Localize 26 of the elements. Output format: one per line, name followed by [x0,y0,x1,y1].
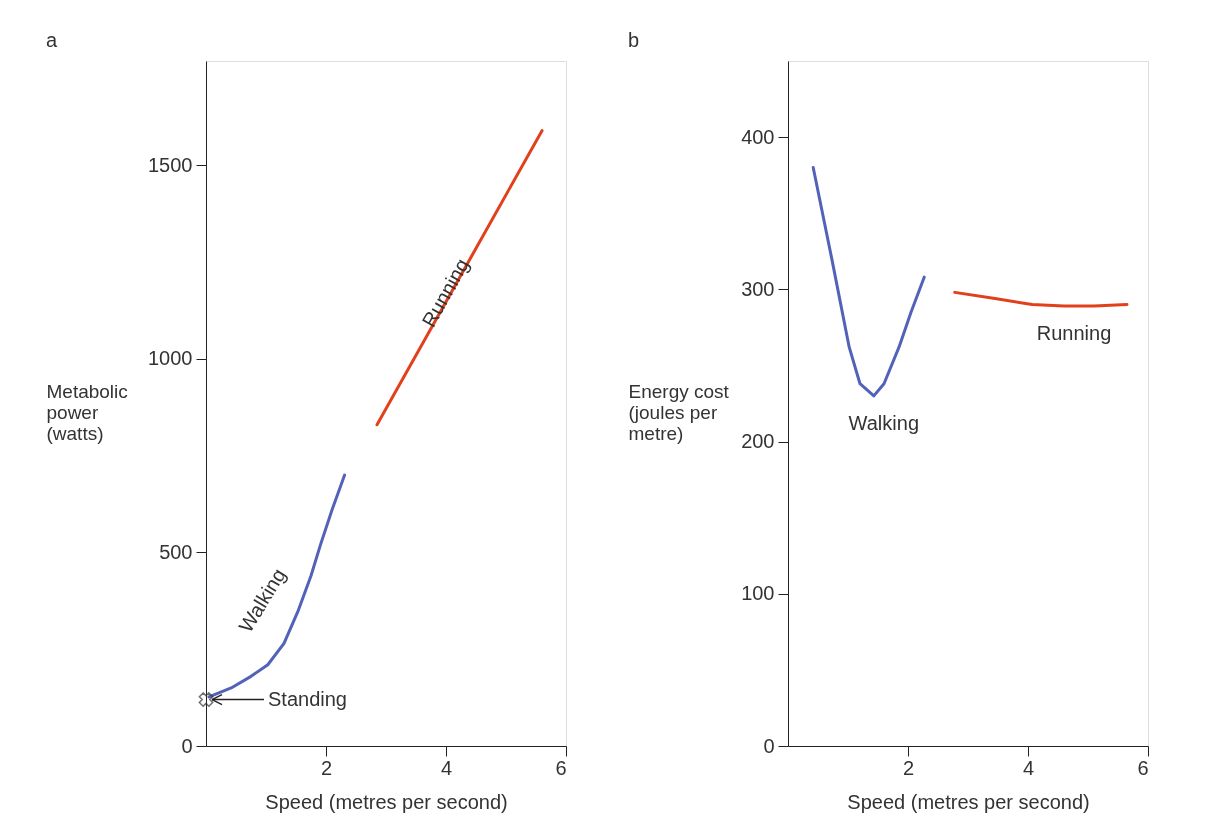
annotation: Standing [268,687,347,710]
series-label: Running [1036,322,1112,345]
y-axis-title: Energy cost (joules per metre) [628,381,730,445]
x-tick-label: 4 [440,756,453,779]
y-axis-title: Metabolic power (watts) [46,381,128,445]
x-tick-label: 2 [902,756,915,779]
y-tick-label: 300 [741,277,775,300]
x-tick-label: 6 [555,756,567,779]
x-tick-label: 6 [1137,756,1149,779]
line-series [953,290,1129,308]
y-tick-label: 0 [763,734,775,757]
chart-title: a [46,29,58,51]
x-axis-title: Speed (metres per second) [847,790,1090,813]
y-tick-label: 1500 [148,153,193,176]
x-axis-title: Speed (metres per second) [265,790,508,813]
y-tick-label: 400 [741,125,775,148]
y-tick-label: 100 [741,582,775,605]
y-tick-label: 1000 [148,347,193,370]
line-series [811,166,926,398]
x-tick-label: 2 [320,756,333,779]
y-tick-label: 0 [181,734,193,757]
y-tick-label: 500 [159,541,193,563]
chart-title: b [628,29,640,51]
y-tick-label: 200 [741,430,775,453]
series-label: Walking [848,411,919,434]
x-tick-label: 4 [1022,756,1035,779]
